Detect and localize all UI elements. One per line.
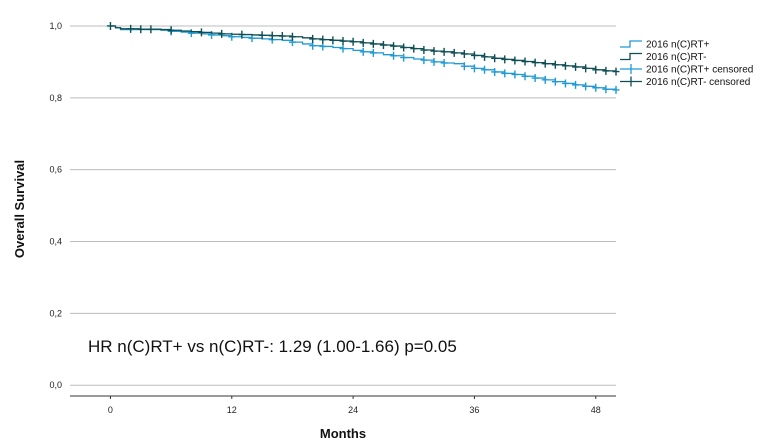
censor-mark <box>561 61 569 70</box>
x-tick-label: 12 <box>227 405 237 415</box>
censor-mark <box>309 34 317 43</box>
censor-mark <box>369 39 377 48</box>
censor-mark <box>390 51 398 60</box>
censor-mark <box>481 65 489 74</box>
censor-mark <box>379 41 387 50</box>
censor-mark <box>551 77 559 86</box>
censor-mark <box>460 62 468 71</box>
censor-mark <box>329 36 337 45</box>
censor-mark <box>612 67 620 76</box>
censor-mark <box>572 80 580 89</box>
censor-mark <box>197 28 205 37</box>
gridlines <box>70 25 616 397</box>
censor-mark <box>572 62 580 71</box>
censor-mark <box>521 72 529 81</box>
censor-mark <box>430 57 438 66</box>
censor-mark <box>288 32 296 41</box>
censor-mark <box>319 35 327 44</box>
x-tick-label: 36 <box>469 405 479 415</box>
y-tick-label: 0,2 <box>49 308 62 318</box>
censor-mark <box>582 64 590 73</box>
x-tick-label: 0 <box>108 405 113 415</box>
censor-mark <box>400 43 408 52</box>
censor-mark <box>602 66 610 75</box>
censor-mark <box>440 58 448 67</box>
censor-mark <box>410 44 418 53</box>
censor-mark <box>430 47 438 56</box>
legend-swatch-censor <box>620 64 642 74</box>
legend-label: 2016 n(C)RT- censored <box>646 77 750 88</box>
x-axis-ticks: 0 12 24 36 48 <box>108 396 601 415</box>
censor-mark <box>339 37 347 46</box>
legend: 2016 n(C)RT+2016 n(C)RT- 2016 n(C)RT+ cen… <box>620 40 753 88</box>
censor-mark <box>521 57 529 66</box>
y-axis-ticks: 0,0 0,2 0,4 0,6 0,8 1,0 <box>49 21 62 390</box>
censor-mark <box>541 59 549 68</box>
x-tick-label: 48 <box>591 405 601 415</box>
censor-mark <box>511 56 519 65</box>
censor-mark <box>359 47 367 56</box>
x-tick-label: 24 <box>348 405 358 415</box>
censor-mark <box>167 26 175 35</box>
censor-mark <box>551 60 559 69</box>
censor-mark <box>349 37 357 46</box>
legend-swatch-line <box>620 52 642 61</box>
censor-mark <box>369 48 377 57</box>
x-axis-title: Months <box>320 426 366 441</box>
censor-mark <box>460 49 468 58</box>
censor-mark <box>127 24 135 33</box>
censor-mark <box>319 42 327 51</box>
censor-mark <box>582 82 590 91</box>
legend-label: 2016 n(C)RT+ <box>646 40 710 51</box>
legend-swatch-line <box>620 40 642 48</box>
censor-mark <box>541 75 549 84</box>
y-axis-title: Overall Survival <box>12 160 27 258</box>
censor-mark <box>592 65 600 74</box>
survival-curve-ncrt-plus <box>110 25 617 90</box>
censor-mark <box>470 51 478 60</box>
y-tick-label: 0,0 <box>49 380 62 390</box>
censor-mark <box>400 53 408 62</box>
censor-mark <box>137 25 145 34</box>
censor-mark <box>511 70 519 79</box>
censor-mark <box>218 29 226 38</box>
censor-mark <box>390 42 398 51</box>
censor-mark <box>420 46 428 55</box>
censor-mark <box>612 85 620 94</box>
censor-mark <box>531 74 539 83</box>
censor-mark <box>238 30 246 39</box>
legend-swatch-censor <box>620 76 642 87</box>
censor-mark <box>278 32 286 41</box>
censor-mark <box>501 55 509 64</box>
censor-mark <box>268 31 276 40</box>
censor-mark <box>309 41 317 50</box>
censor-mark <box>491 54 499 63</box>
y-tick-label: 0,4 <box>49 237 62 247</box>
censor-mark <box>147 25 155 34</box>
censor-mark <box>106 21 114 30</box>
censor-mark <box>440 47 448 56</box>
censor-mark <box>531 58 539 67</box>
y-tick-label: 1,0 <box>49 21 62 31</box>
censor-mark <box>470 64 478 73</box>
censor-mark <box>602 85 610 94</box>
hazard-ratio-annotation: HR n(C)RT+ vs n(C)RT-: 1.29 (1.00-1.66) … <box>88 337 457 356</box>
legend-label: 2016 n(C)RT- <box>646 52 706 63</box>
censor-mark <box>592 83 600 92</box>
censor-mark <box>359 38 367 47</box>
censor-mark <box>258 31 266 40</box>
censor-mark <box>491 67 499 76</box>
censor-mark <box>481 52 489 61</box>
censor-mark <box>339 44 347 53</box>
censor-mark <box>561 79 569 88</box>
censor-mark <box>501 69 509 78</box>
censor-mark <box>420 56 428 65</box>
y-tick-label: 0,6 <box>49 165 62 175</box>
censor-mark <box>450 48 458 57</box>
y-tick-label: 0,8 <box>49 93 62 103</box>
series-layer <box>106 21 620 94</box>
legend-label: 2016 n(C)RT+ censored <box>646 65 753 76</box>
